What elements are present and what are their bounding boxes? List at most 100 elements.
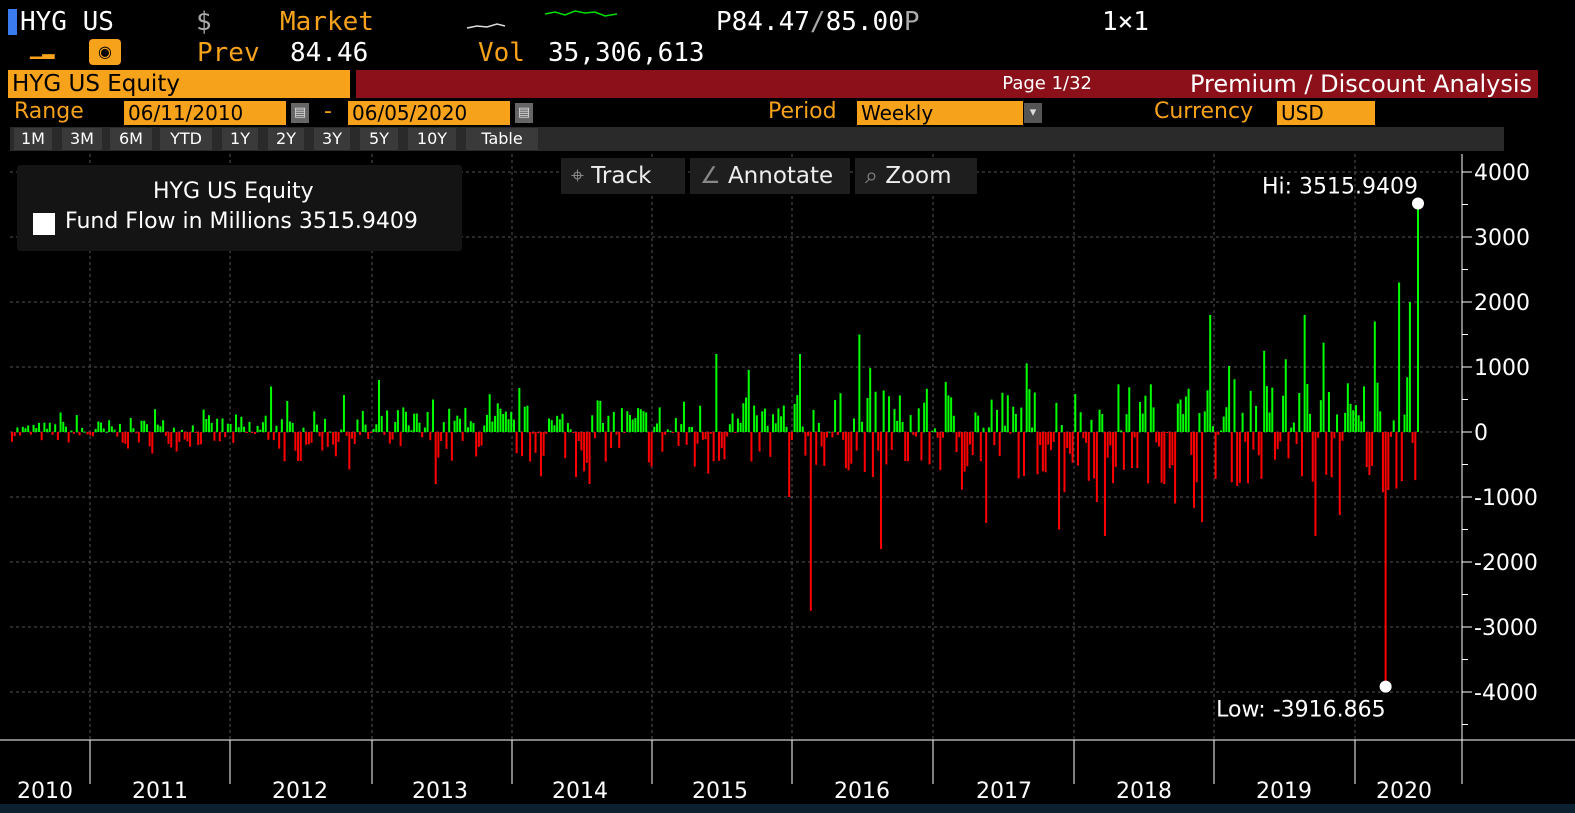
bar <box>388 432 391 444</box>
period-button-3m[interactable]: 3M <box>62 128 102 150</box>
bar <box>925 388 928 432</box>
period-button-10y[interactable]: 10Y <box>408 128 456 150</box>
period-button-6m[interactable]: 6M <box>110 128 152 150</box>
bar <box>178 432 181 442</box>
period-select[interactable]: Weekly <box>857 101 1023 125</box>
bar <box>939 432 942 471</box>
bar <box>917 408 920 432</box>
bar <box>1009 432 1012 434</box>
bar <box>116 432 119 437</box>
period-button-3y[interactable]: 3Y <box>314 128 350 150</box>
bar <box>458 418 461 432</box>
bar <box>1209 315 1212 432</box>
zoom-button[interactable]: ⌕ Zoom <box>855 158 977 194</box>
ticker[interactable]: HYG US <box>20 7 114 37</box>
bar <box>1228 365 1231 432</box>
period-button-table[interactable]: Table <box>466 128 538 150</box>
bar <box>820 432 823 447</box>
period-button-1m[interactable]: 1M <box>14 128 52 150</box>
bar <box>1179 399 1182 432</box>
bar <box>1246 432 1249 484</box>
bar <box>286 400 289 432</box>
bar <box>1085 432 1088 443</box>
bar <box>434 432 437 484</box>
bar <box>855 432 858 451</box>
bar <box>1082 432 1085 439</box>
bar <box>1101 414 1104 432</box>
bar <box>602 422 605 432</box>
y-axis-tick-label: -4000 <box>1474 681 1538 706</box>
gauge-icon[interactable]: ◉ <box>89 39 121 65</box>
bar <box>224 432 227 438</box>
bar <box>1214 432 1217 479</box>
start-date-field[interactable]: 06/11/2010 <box>124 101 286 125</box>
bar <box>537 432 540 434</box>
page-indicator[interactable]: Page 1/32 <box>1002 73 1092 94</box>
calendar-icon[interactable]: ▤ <box>291 103 309 123</box>
bar <box>159 426 162 432</box>
ask-suffix: P <box>903 7 920 37</box>
bar <box>1114 432 1117 467</box>
vol-value: 35,306,613 <box>548 38 705 68</box>
range-label: Range <box>14 99 84 124</box>
bar <box>1352 410 1355 432</box>
period-button-ytd[interactable]: YTD <box>160 128 212 150</box>
bar <box>442 422 445 432</box>
security-field[interactable]: HYG US Equity <box>8 70 350 98</box>
fund-flow-chart[interactable]: Hi: 3515.9409 Low: -3916.865 4000 3000 2000… <box>0 150 1575 804</box>
bar <box>1079 412 1082 432</box>
bar <box>1068 432 1071 454</box>
bar <box>202 409 205 432</box>
period-button-2y[interactable]: 2Y <box>268 128 304 150</box>
period-button-1y[interactable]: 1Y <box>222 128 258 150</box>
bar <box>194 432 197 433</box>
bar <box>208 415 211 432</box>
currency-field[interactable]: USD <box>1277 101 1375 125</box>
bar <box>410 430 413 432</box>
bar <box>1174 432 1177 504</box>
bar <box>324 418 327 432</box>
bar <box>1365 432 1368 468</box>
bar <box>340 429 343 432</box>
track-button[interactable]: ⌖ Track <box>561 158 685 194</box>
bar <box>140 420 143 432</box>
bar <box>626 411 629 432</box>
bar <box>1306 383 1309 432</box>
crosshair-icon: ⌖ <box>571 163 584 189</box>
bar <box>655 423 658 432</box>
bar <box>1147 432 1150 484</box>
bar <box>369 432 372 433</box>
bar <box>1120 430 1123 432</box>
bar <box>108 420 111 432</box>
bar <box>726 432 729 437</box>
end-date-field[interactable]: 06/05/2020 <box>348 101 510 125</box>
bar <box>1330 432 1333 478</box>
bar <box>1171 432 1174 466</box>
bar <box>1052 432 1055 442</box>
calendar-icon[interactable]: ▤ <box>515 103 533 123</box>
bar <box>464 407 467 432</box>
bar <box>745 397 748 432</box>
bar <box>1403 414 1406 432</box>
bar <box>1217 432 1220 435</box>
bar <box>310 432 313 443</box>
bar <box>264 415 267 432</box>
annotate-button[interactable]: ∠ Annotate <box>690 158 850 194</box>
bar <box>718 432 721 461</box>
bar <box>1093 432 1096 479</box>
chevron-down-icon[interactable]: ▾ <box>1024 103 1042 123</box>
bar <box>979 432 982 462</box>
bar <box>391 432 394 440</box>
period-button-5y[interactable]: 5Y <box>360 128 398 150</box>
bar <box>43 422 46 432</box>
bar <box>172 427 175 432</box>
bar <box>1076 432 1079 466</box>
x-axis-tick-label: 2012 <box>272 779 328 804</box>
bar <box>882 390 885 432</box>
bar <box>1203 411 1206 432</box>
range-separator: - <box>324 99 332 124</box>
bar <box>259 429 262 432</box>
bar <box>288 421 291 432</box>
bar <box>394 422 397 432</box>
low-marker <box>1379 680 1392 693</box>
